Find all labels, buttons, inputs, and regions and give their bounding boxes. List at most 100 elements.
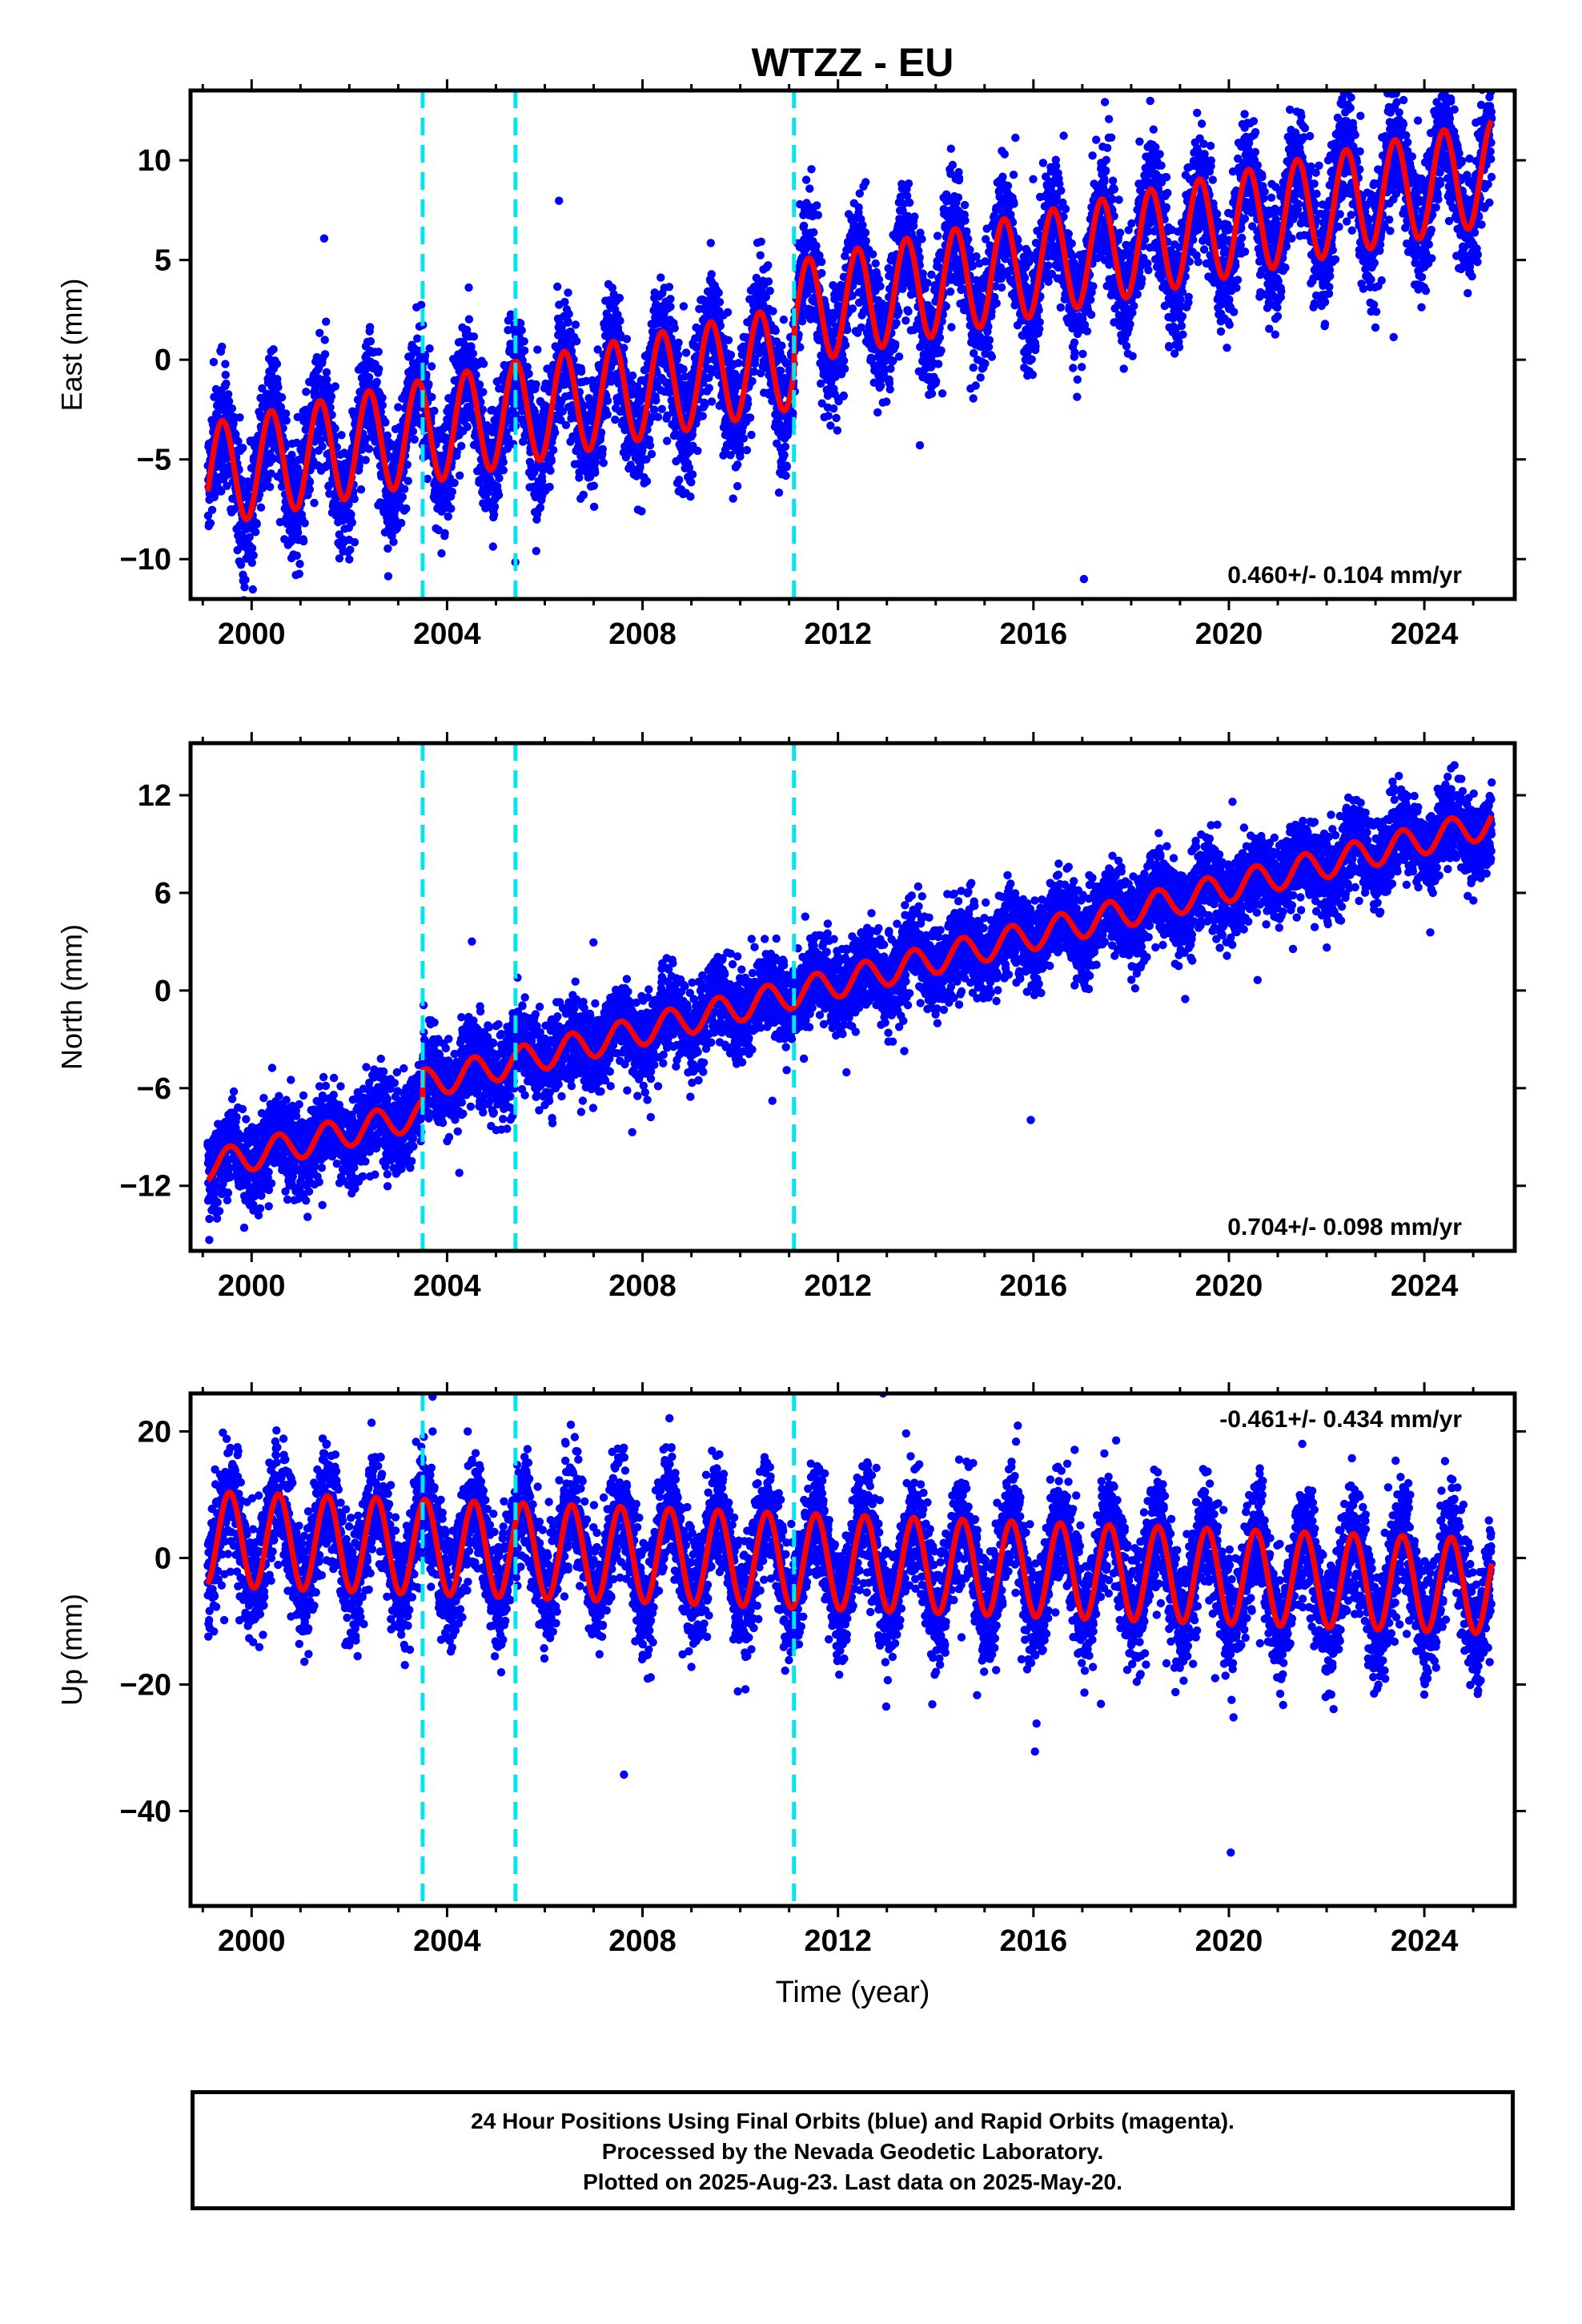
data-point [537,476,547,485]
data-point [397,518,406,528]
data-point [456,471,464,480]
data-point [652,396,661,405]
data-point [494,490,504,500]
data-point [742,445,752,455]
data-point [739,434,749,443]
data-point [548,445,558,455]
data-point [282,416,291,425]
data-point [571,320,580,329]
data-point [236,561,246,569]
data-point [572,336,581,346]
data-point [645,441,655,450]
data-point [666,295,675,304]
data-point [364,372,374,382]
plot-area-east [203,90,1496,599]
data-point [318,442,327,451]
data-point [305,485,315,494]
data-point [909,221,918,231]
data-point [425,344,434,353]
data-point [300,519,309,528]
data-point [532,380,540,389]
data-point [258,384,267,393]
data-point [247,558,256,567]
data-point [564,317,572,326]
data-point [495,473,504,483]
data-point [616,316,624,325]
data-point [657,404,666,413]
data-point [809,228,818,237]
data-point [323,375,331,384]
data-point [656,273,665,282]
data-point [839,356,849,365]
data-point [239,444,247,452]
data-point [705,384,713,392]
data-point [547,456,556,465]
data-point [276,403,286,412]
data-point [771,326,780,336]
data-point [579,490,588,500]
data-point [666,302,675,312]
data-point [765,287,774,296]
data-point [287,450,296,460]
figure-title: WTZZ - EU [752,40,954,85]
data-point [923,279,932,287]
data-point [295,560,304,569]
data-point [233,545,242,555]
data-point [240,583,249,592]
data-point [489,510,499,519]
data-point [402,504,411,513]
data-point [817,268,826,278]
data-point [904,307,913,316]
data-point [281,409,291,418]
data-point [479,388,488,396]
data-point [378,393,387,402]
data-point [520,337,528,346]
data-point [344,500,353,509]
data-point [774,489,784,497]
data-point [364,444,374,453]
data-point [781,442,790,451]
data-point [824,412,833,420]
data-point [251,528,260,537]
data-point [769,307,777,316]
data-point [457,441,466,451]
data-point [413,334,422,343]
data-point [394,403,403,412]
data-point [383,572,393,581]
data-point [861,228,870,237]
data-point [347,510,355,519]
data-point [560,297,569,307]
data-point [448,487,456,497]
data-point [801,175,811,184]
data-point [229,419,238,428]
data-point [322,368,331,377]
data-point [670,324,679,332]
data-point [325,489,334,498]
data-point [299,537,308,546]
data-point [326,403,335,412]
data-point [206,519,215,528]
data-point [356,485,366,494]
data-point [882,397,891,406]
data-point [319,234,329,243]
data-point [475,380,484,389]
data-point [424,380,433,388]
data-point [812,241,821,251]
data-point [400,485,409,493]
data-point [781,471,790,480]
data-point [917,235,926,243]
data-point [327,410,336,420]
data-point [764,277,773,286]
data-point [378,400,387,410]
data-point [464,283,473,292]
data-point [591,468,600,477]
data-point [410,435,419,444]
data-point [799,221,809,231]
data-point [551,428,560,437]
panel-east: 2000 2004 2008 2012 2016 2020 2024−10−50510Eas… [55,79,1526,651]
data-point [564,288,572,297]
data-point [757,237,765,246]
data-point [463,422,472,432]
data-point [221,370,230,380]
data-point [468,349,478,358]
